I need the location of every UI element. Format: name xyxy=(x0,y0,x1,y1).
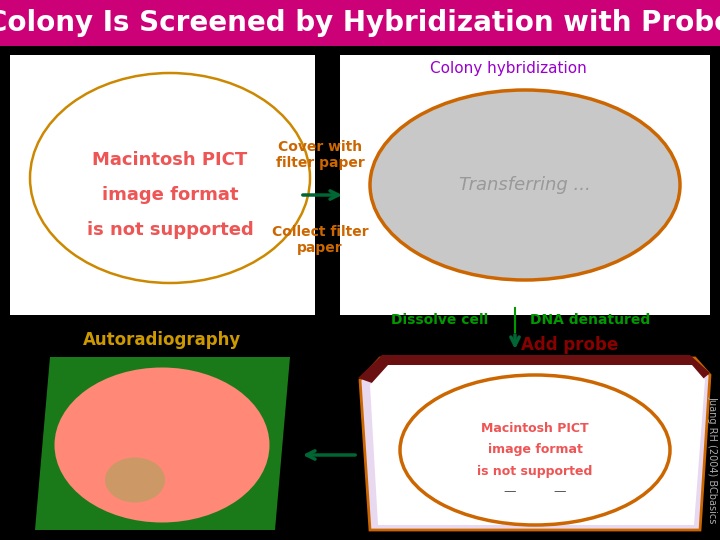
Text: Dissolve cell: Dissolve cell xyxy=(392,313,489,327)
Text: Macintosh PICT: Macintosh PICT xyxy=(92,151,248,169)
FancyBboxPatch shape xyxy=(0,0,720,46)
Text: Transferring ...: Transferring ... xyxy=(459,176,591,194)
Polygon shape xyxy=(370,365,705,525)
Text: Colony Is Screened by Hybridization with Probe: Colony Is Screened by Hybridization with… xyxy=(0,9,720,37)
Text: Juang RH (2004) BCbasics: Juang RH (2004) BCbasics xyxy=(707,396,717,524)
Text: is not supported: is not supported xyxy=(477,465,593,478)
Text: Colony hybridization: Colony hybridization xyxy=(430,60,587,76)
Polygon shape xyxy=(35,357,290,530)
Text: image format: image format xyxy=(487,443,582,456)
Text: is not supported: is not supported xyxy=(86,221,253,239)
Ellipse shape xyxy=(105,457,165,503)
Text: DNA denatured: DNA denatured xyxy=(530,313,650,327)
Text: Autoradiography: Autoradiography xyxy=(83,331,241,349)
Ellipse shape xyxy=(400,375,670,525)
Text: Add probe: Add probe xyxy=(521,336,618,354)
Polygon shape xyxy=(360,358,710,530)
FancyBboxPatch shape xyxy=(10,55,315,315)
Text: image format: image format xyxy=(102,186,238,204)
Text: Collect filter
paper: Collect filter paper xyxy=(271,225,369,255)
Text: Macintosh PICT: Macintosh PICT xyxy=(481,422,589,435)
Text: —: — xyxy=(554,485,566,498)
Text: Cover with
filter paper: Cover with filter paper xyxy=(276,140,364,170)
Text: —: — xyxy=(504,485,516,498)
FancyBboxPatch shape xyxy=(340,55,710,315)
Ellipse shape xyxy=(370,90,680,280)
Ellipse shape xyxy=(55,368,269,523)
Polygon shape xyxy=(358,355,710,383)
